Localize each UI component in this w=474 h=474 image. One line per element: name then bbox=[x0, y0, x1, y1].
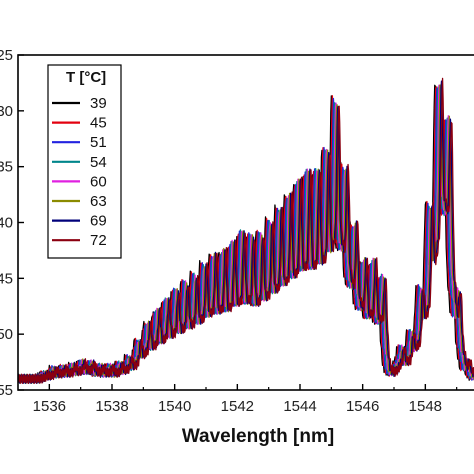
x-tick-label: 1540 bbox=[158, 398, 191, 415]
legend-label-54: 54 bbox=[90, 154, 107, 171]
y-axis-ticks: 55 50 45 40 35 30 25 bbox=[0, 47, 24, 399]
legend-label-63: 63 bbox=[90, 193, 107, 210]
series-layer bbox=[18, 77, 474, 384]
y-tick-label: 25 bbox=[0, 47, 13, 64]
y-tick-label: 55 bbox=[0, 382, 13, 399]
x-axis-ticks: 15361538154015421544154615481- bbox=[33, 384, 458, 415]
x-axis-title: Wavelength [nm] bbox=[182, 426, 334, 447]
legend-label-45: 45 bbox=[90, 115, 107, 132]
x-tick-label: 1536 bbox=[33, 398, 66, 415]
x-tick-label: 1544 bbox=[283, 398, 316, 415]
legend-label-51: 51 bbox=[90, 134, 107, 151]
y-tick-label: 50 bbox=[0, 326, 13, 343]
y-tick-label: 30 bbox=[0, 103, 13, 120]
legend-label-69: 69 bbox=[90, 213, 107, 230]
legend-label-72: 72 bbox=[90, 232, 107, 249]
legend-label-60: 60 bbox=[90, 173, 107, 190]
x-tick-label: 1542 bbox=[221, 398, 254, 415]
x-tick-label: 1548 bbox=[409, 398, 442, 415]
series-line-72 bbox=[18, 77, 474, 384]
y-tick-label: 35 bbox=[0, 159, 13, 176]
legend-items: 39 45 51 54 60 63 69 72 bbox=[52, 95, 107, 249]
x-tick-label: 1546 bbox=[346, 398, 379, 415]
legend-title: T [°C] bbox=[66, 69, 106, 86]
y-tick-label: 45 bbox=[0, 270, 13, 287]
x-tick-label: 1538 bbox=[95, 398, 128, 415]
legend-label-39: 39 bbox=[90, 95, 107, 112]
legend: T [°C] 39 45 51 54 60 63 69 72 bbox=[47, 64, 122, 259]
y-tick-label: 40 bbox=[0, 215, 13, 232]
